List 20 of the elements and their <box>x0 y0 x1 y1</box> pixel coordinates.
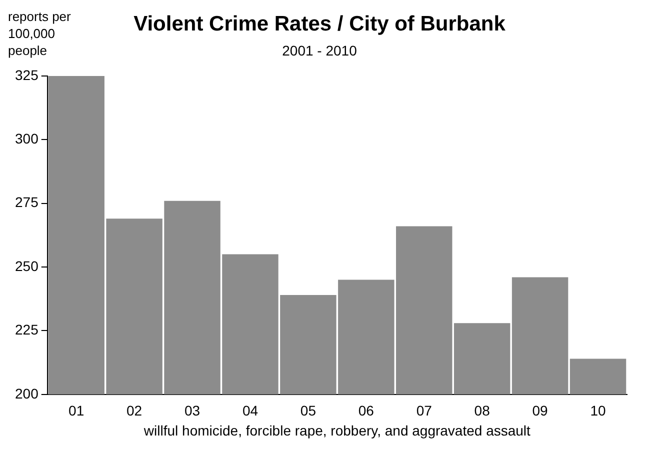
x-tick-label: 01 <box>68 402 84 419</box>
chart-subtitle: 2001 - 2010 <box>282 42 358 58</box>
x-tick-label: 04 <box>242 402 258 419</box>
x-tick-label: 03 <box>184 402 200 419</box>
x-tick-label: 05 <box>300 402 316 419</box>
x-tick-label: 06 <box>358 402 374 419</box>
y-tick-label: 325 <box>15 66 39 83</box>
x-tick-label: 07 <box>416 402 432 419</box>
chart-title: Violent Crime Rates / City of Burbank <box>134 12 506 36</box>
x-tick-label: 02 <box>126 402 142 419</box>
x-axis-title: willful homicide, forcible rape, robbery, and aggravated assault <box>142 422 531 438</box>
y-axis-title: reports per 100,000 people <box>8 8 72 59</box>
y-tick-label: 200 <box>15 385 39 402</box>
y-tick-label: 300 <box>15 130 39 147</box>
x-tick-label: 09 <box>532 402 548 419</box>
x-tick-label: 08 <box>474 402 490 419</box>
y-tick-label: 275 <box>15 194 39 210</box>
x-tick-label: 10 <box>590 402 606 419</box>
y-tick-label: 225 <box>15 322 39 338</box>
y-tick-label: 250 <box>15 258 39 274</box>
